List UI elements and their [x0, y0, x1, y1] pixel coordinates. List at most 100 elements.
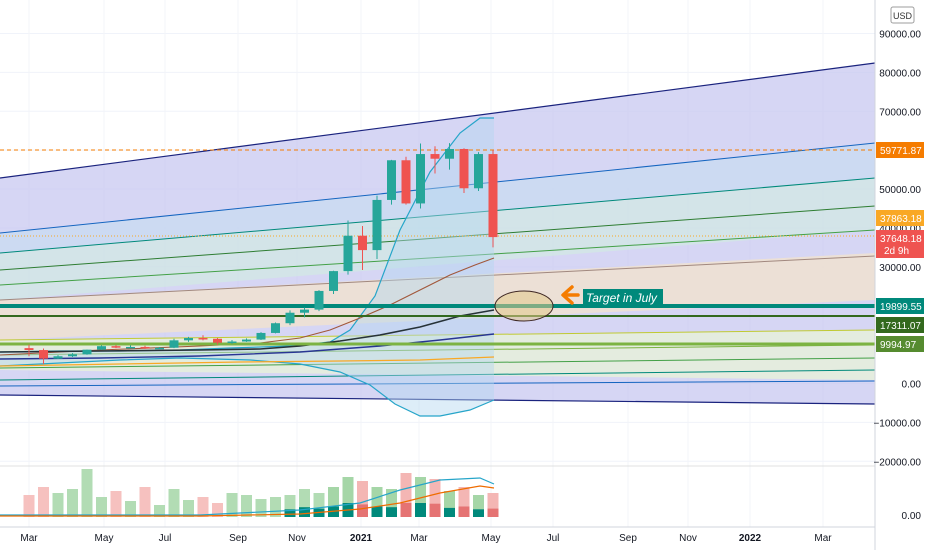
volume-bar [67, 489, 78, 517]
volume-bar-overlay [284, 509, 296, 517]
candle-body [39, 350, 48, 359]
volume-bar [429, 479, 441, 517]
target-label-box [583, 289, 663, 305]
x-tick-label: Nov [679, 533, 697, 544]
price-label-box [876, 142, 924, 158]
candle-body [430, 154, 440, 159]
volume-bar [110, 491, 122, 517]
volume-ma-fast [0, 477, 495, 516]
price-label-box [876, 298, 924, 314]
price-label: 59771.87 [880, 146, 922, 157]
candle-body [227, 341, 237, 343]
bollinger-fill [0, 118, 494, 416]
candle-body [53, 356, 63, 359]
channel-line-9 [0, 369, 876, 381]
candle-body [300, 309, 309, 313]
candle-body [474, 154, 483, 189]
volume-tick-label: 0.00 [902, 511, 922, 522]
candle-body [68, 354, 77, 357]
volume-bar-overlay [444, 507, 455, 517]
candle-body [256, 332, 266, 340]
volume-bar-overlay [458, 506, 470, 517]
volume-bar [139, 487, 151, 517]
y-tick-label: 50000.00 [879, 185, 921, 196]
candle-body [488, 154, 498, 238]
price-label-box [876, 336, 924, 352]
volume-moving-averages [0, 477, 495, 517]
volume-bar [313, 493, 325, 517]
volume-bar [96, 497, 107, 517]
channel-lower-band [0, 253, 875, 340]
volume-bars [23, 469, 499, 517]
candle-body [459, 148, 469, 189]
volume-bar [328, 487, 339, 517]
candle-body [169, 340, 179, 348]
price-label: 17311.07 [880, 321, 921, 332]
ma-long [0, 333, 495, 360]
currency-badge: USD [893, 11, 913, 21]
volume-bar [183, 500, 194, 517]
channel-bottom-line [0, 394, 876, 405]
x-tick-label: May [482, 533, 501, 544]
volume-bar [400, 473, 412, 517]
x-tick-label: Mar [20, 533, 38, 544]
volume-bar [212, 503, 223, 517]
x-tick-label: Mar [814, 533, 832, 544]
channel-line-10 [0, 380, 876, 387]
candle-body [329, 271, 338, 291]
volume-bar [168, 489, 180, 517]
candle-body [416, 154, 425, 204]
channel-top-line [0, 62, 876, 179]
target-annotation[interactable]: Target in July [494, 285, 663, 322]
candle-body [213, 338, 222, 343]
x-tick-label: 2022 [739, 533, 762, 544]
x-tick-label: Mar [410, 533, 428, 544]
volume-bar-overlay [371, 506, 383, 517]
x-tick-label: 2021 [350, 533, 373, 544]
x-tick-label: May [95, 533, 114, 544]
x-tick-label: Jul [547, 533, 560, 544]
price-label-box [876, 230, 924, 258]
volume-bar [81, 469, 93, 517]
y-tick-label: −10000.00 [873, 418, 921, 429]
candle-body [140, 346, 150, 349]
ma-slow [0, 356, 495, 367]
volume-bar-overlay [357, 504, 368, 517]
volume-bar [38, 487, 49, 517]
y-tick-label: 40000.00 [879, 224, 921, 235]
time-axis[interactable]: Mar May Jul Sep Nov 2021 Mar May Jul Sep Nov 2022 Ma… [20, 533, 832, 544]
channel-line-6 [0, 329, 876, 341]
volume-bar-overlay [299, 507, 310, 517]
volume-bar [299, 489, 310, 517]
volume-bar [357, 481, 368, 517]
volume-bar-overlay [473, 509, 484, 517]
candle-body [242, 339, 251, 342]
x-tick-label: Sep [229, 533, 247, 544]
candle-body [111, 346, 121, 348]
y-tick-label: 90000.00 [879, 29, 921, 40]
candle-body [24, 348, 34, 351]
x-tick-label: Jul [159, 533, 172, 544]
candle-body [126, 346, 135, 349]
volume-bar [444, 491, 455, 517]
candle-body [358, 235, 367, 251]
volume-bar [23, 495, 35, 517]
candle-body [445, 148, 454, 159]
volume-bar-overlay [400, 503, 412, 517]
currency-badge-box [890, 6, 915, 24]
volume-bar [473, 495, 484, 517]
candle-body [97, 346, 106, 350]
bollinger-lower [0, 357, 495, 417]
price-label: 9994.97 [880, 340, 917, 351]
price-label-box [876, 317, 924, 333]
volume-bar-overlay [415, 503, 426, 517]
price-axis[interactable]: 90000.0080000.0070000.0060000.0050000.00… [873, 29, 921, 522]
candle-body [184, 337, 193, 341]
volume-bar [255, 499, 267, 517]
volume-bar [458, 487, 470, 517]
price-label-box [876, 210, 924, 226]
candle-body [285, 312, 295, 324]
